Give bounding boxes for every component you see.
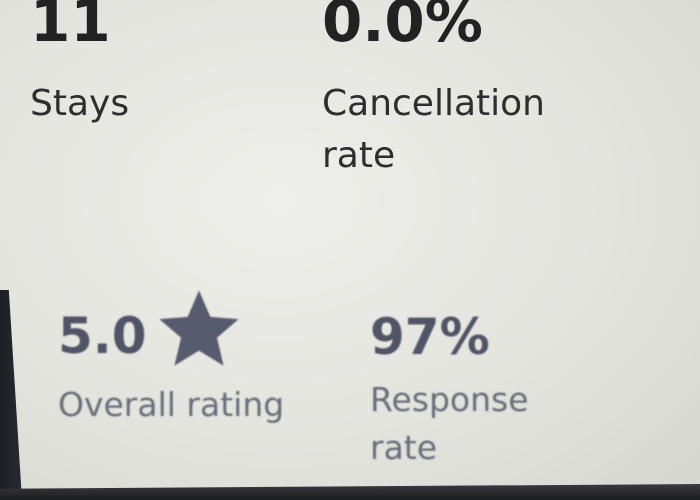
stat-cancellation-rate: 0.0% Cancellation rate (322, 0, 545, 182)
stat-overall-rating: 5.0 Overall rating (58, 285, 284, 429)
cancellation-rate-label-line1: Cancellation (322, 83, 545, 124)
overall-rating-value: 5.0 (58, 307, 147, 365)
response-rate-label-line2: rate (370, 427, 438, 467)
response-rate-label-line1: Response (370, 380, 529, 419)
screen-bezel-bottom (0, 484, 700, 500)
cancellation-rate-label: Cancellation rate (322, 78, 545, 182)
response-rate-label: Response rate (370, 376, 529, 472)
stat-response-rate: 97% Response rate (370, 312, 529, 472)
response-rate-value: 97% (370, 308, 490, 366)
cancellation-rate-label-line2: rate (322, 135, 396, 177)
overall-rating-label: Overall rating (58, 385, 285, 424)
star-icon (158, 290, 239, 366)
stays-value: 11 (30, 0, 111, 55)
stays-label: Stays (30, 83, 130, 124)
stat-stays: 11 Stays (30, 0, 129, 130)
cancellation-rate-value: 0.0% (322, 0, 483, 55)
screen-bezel-left (0, 290, 22, 500)
